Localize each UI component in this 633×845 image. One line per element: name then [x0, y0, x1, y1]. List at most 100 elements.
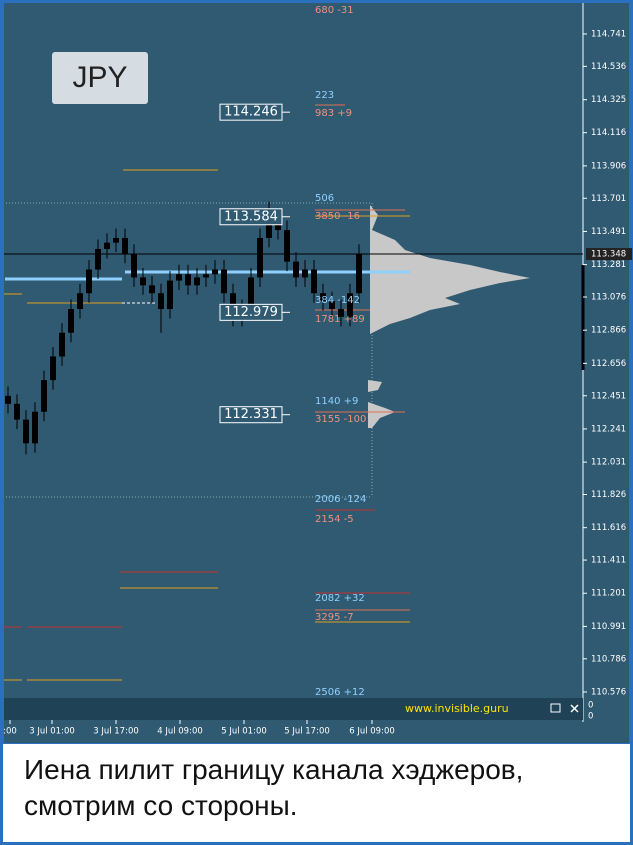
candle-body	[68, 309, 74, 333]
y-tick-label: 114.741	[591, 29, 626, 39]
candle-body	[338, 309, 344, 317]
y-tick-label: 114.116	[591, 128, 626, 138]
y-tick-label: 112.031	[591, 458, 626, 468]
y-tick-label: 110.991	[591, 622, 626, 632]
x-tick-label: 4 Jul 09:00	[157, 727, 203, 737]
current-price-label: 113.348	[591, 250, 626, 260]
profile-label: 506	[315, 193, 334, 204]
y-tick-label: 112.241	[591, 424, 626, 434]
caption-line: смотрим со стороны.	[24, 790, 298, 821]
candle-body	[23, 419, 29, 444]
candle-body	[194, 277, 200, 286]
profile-label: 2006 -124	[315, 494, 366, 505]
y-tick-label: 114.536	[591, 62, 626, 72]
indicator-panel	[4, 698, 583, 720]
candle-body	[140, 277, 146, 286]
close-icon[interactable]	[570, 704, 579, 713]
y-tick-label: 111.826	[591, 490, 626, 500]
candle-body	[356, 253, 362, 294]
price-box-label: 112.979	[224, 305, 278, 320]
candle-body	[311, 269, 317, 294]
candle-body	[176, 274, 182, 281]
profile-label: 223	[315, 90, 334, 101]
y-tick-label: 112.451	[591, 391, 626, 401]
candle-body	[50, 356, 56, 381]
price-box-label: 113.584	[224, 209, 278, 224]
price-box-label: 114.246	[224, 105, 278, 120]
candle-body	[212, 269, 218, 275]
symbol: JPY	[72, 61, 127, 94]
profile-label: 680 -31	[315, 5, 354, 16]
candle-body	[77, 293, 83, 310]
candle-body	[59, 332, 65, 357]
candle-body	[329, 301, 335, 310]
chart-area	[4, 3, 629, 743]
caption-area	[3, 744, 630, 842]
panel-value: 0	[588, 712, 593, 722]
candle-body	[14, 403, 20, 420]
y-tick-label: 110.576	[591, 687, 626, 697]
y-tick-label: 112.866	[591, 326, 626, 336]
symbol-badge	[52, 52, 148, 104]
candle-body	[167, 280, 173, 310]
profile-label: 2506 +12	[315, 687, 365, 698]
candle-body	[158, 293, 164, 310]
volume-profile	[368, 380, 382, 392]
candle-body	[302, 269, 308, 278]
candle-body	[257, 237, 263, 278]
candle-body	[104, 242, 110, 249]
candle-body	[149, 285, 155, 294]
candle-body	[248, 277, 254, 310]
y-tick-label: 114.325	[591, 95, 626, 105]
volume-profile	[370, 205, 530, 334]
candle-body	[185, 274, 191, 286]
y-tick-label: 112.656	[591, 359, 626, 369]
caption: Иена пилит границу канала хэджеров, смот…	[24, 752, 624, 824]
candle-body	[347, 293, 353, 317]
candle-body	[320, 293, 326, 302]
profile-label: 983 +9	[315, 108, 352, 119]
x-tick-label: :00	[3, 727, 17, 737]
profile-label: 1781 +89	[315, 314, 365, 325]
candle-body	[95, 248, 101, 270]
y-tick-label: 111.411	[591, 556, 626, 566]
candle-body	[221, 269, 227, 294]
x-tick-label: 3 Jul 01:00	[29, 727, 75, 737]
y-tick-label: 110.786	[591, 654, 626, 664]
profile-label: 3850 -16	[315, 211, 360, 222]
profile-label: 2154 -5	[315, 514, 354, 525]
y-tick-label: 111.616	[591, 523, 626, 533]
y-tick-label: 113.701	[591, 194, 626, 204]
profile-label: 384 -142	[315, 295, 360, 306]
profile-label: 2082 +32	[315, 593, 365, 604]
candle-body	[122, 237, 128, 254]
price-box-label: 112.331	[224, 407, 278, 422]
candle-body	[5, 395, 11, 404]
profile-label: 3155 -100	[315, 414, 366, 425]
restore-icon[interactable]	[550, 703, 561, 713]
candle-body	[86, 269, 92, 294]
x-tick-label: 5 Jul 17:00	[284, 727, 330, 737]
candle-body	[131, 253, 137, 278]
caption-line: Иена пилит границу канала хэджеров,	[24, 754, 524, 785]
y-tick-label: 113.076	[591, 293, 626, 303]
volume-profile	[368, 402, 395, 428]
x-tick-label: 5 Jul 01:00	[221, 727, 267, 737]
candle-body	[203, 274, 209, 278]
candle-body	[113, 237, 119, 243]
y-tick-label: 113.491	[591, 227, 626, 237]
candle-body	[266, 217, 272, 238]
profile-label: 3295 -7	[315, 612, 354, 623]
poc-line	[5, 270, 410, 281]
y-tick-label: 113.281	[591, 260, 626, 270]
panel-value: 0	[588, 701, 593, 711]
y-tick-label: 113.906	[591, 161, 626, 171]
candle-body	[41, 380, 47, 412]
watermark: www.invisible.guru	[405, 702, 509, 715]
current-price-box	[586, 248, 632, 261]
x-tick-label: 6 Jul 09:00	[349, 727, 395, 737]
candle-body	[32, 411, 38, 444]
candle-body	[284, 230, 290, 262]
